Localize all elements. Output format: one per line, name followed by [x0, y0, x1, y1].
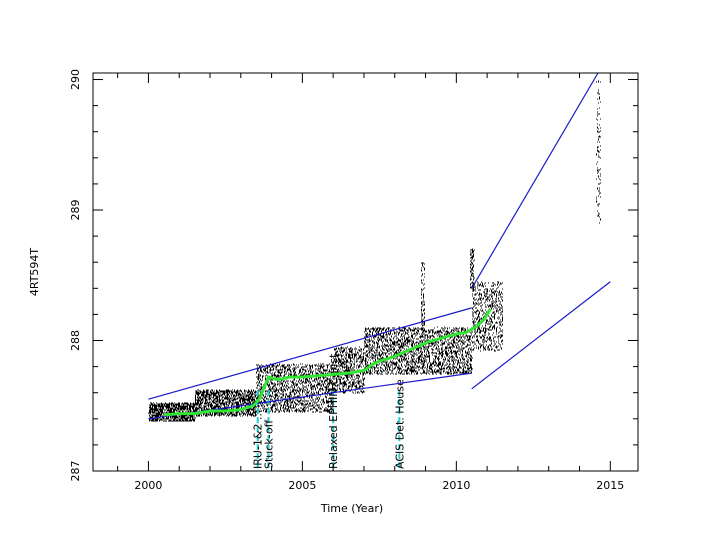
- y-tick-label-3: 290: [69, 69, 82, 90]
- x-tick-label-1: 2005: [288, 479, 316, 492]
- y-tick-label-1: 288: [69, 330, 82, 351]
- event-label-1: Stuck-off: [263, 419, 276, 469]
- event-layer: IRU-1&2 ...Stuck-off Relaxed EPHIN Const.…: [252, 350, 406, 471]
- trend-layer: [163, 308, 492, 417]
- plot-frame: [92, 72, 639, 472]
- scatter-layer: [148, 80, 601, 422]
- envelope-line-0: [148, 307, 472, 400]
- axis-layer: 2000 2005 2010 2015 287 288 289 290: [69, 69, 638, 492]
- x-tick-label-3: 2015: [596, 479, 624, 492]
- event-label-0: IRU-1&2 ...: [252, 410, 265, 469]
- y-tick-label-0: 287: [69, 461, 82, 482]
- x-tick-label-0: 2000: [134, 479, 162, 492]
- y-axis-title: 4RT594T: [28, 248, 41, 297]
- scatter-points: [148, 80, 601, 422]
- x-axis-title: Time (Year): [320, 502, 383, 515]
- trend-line: [163, 308, 492, 417]
- x-tick-label-2: 2010: [442, 479, 470, 492]
- envelope-line-3: [471, 281, 611, 390]
- y-tick-label-2: 289: [69, 200, 82, 221]
- envelope-line-2: [471, 72, 599, 289]
- event-label-3: ACIS Det. House: [393, 379, 406, 469]
- event-label-2: Relaxed EPHIN Const.: [327, 350, 340, 469]
